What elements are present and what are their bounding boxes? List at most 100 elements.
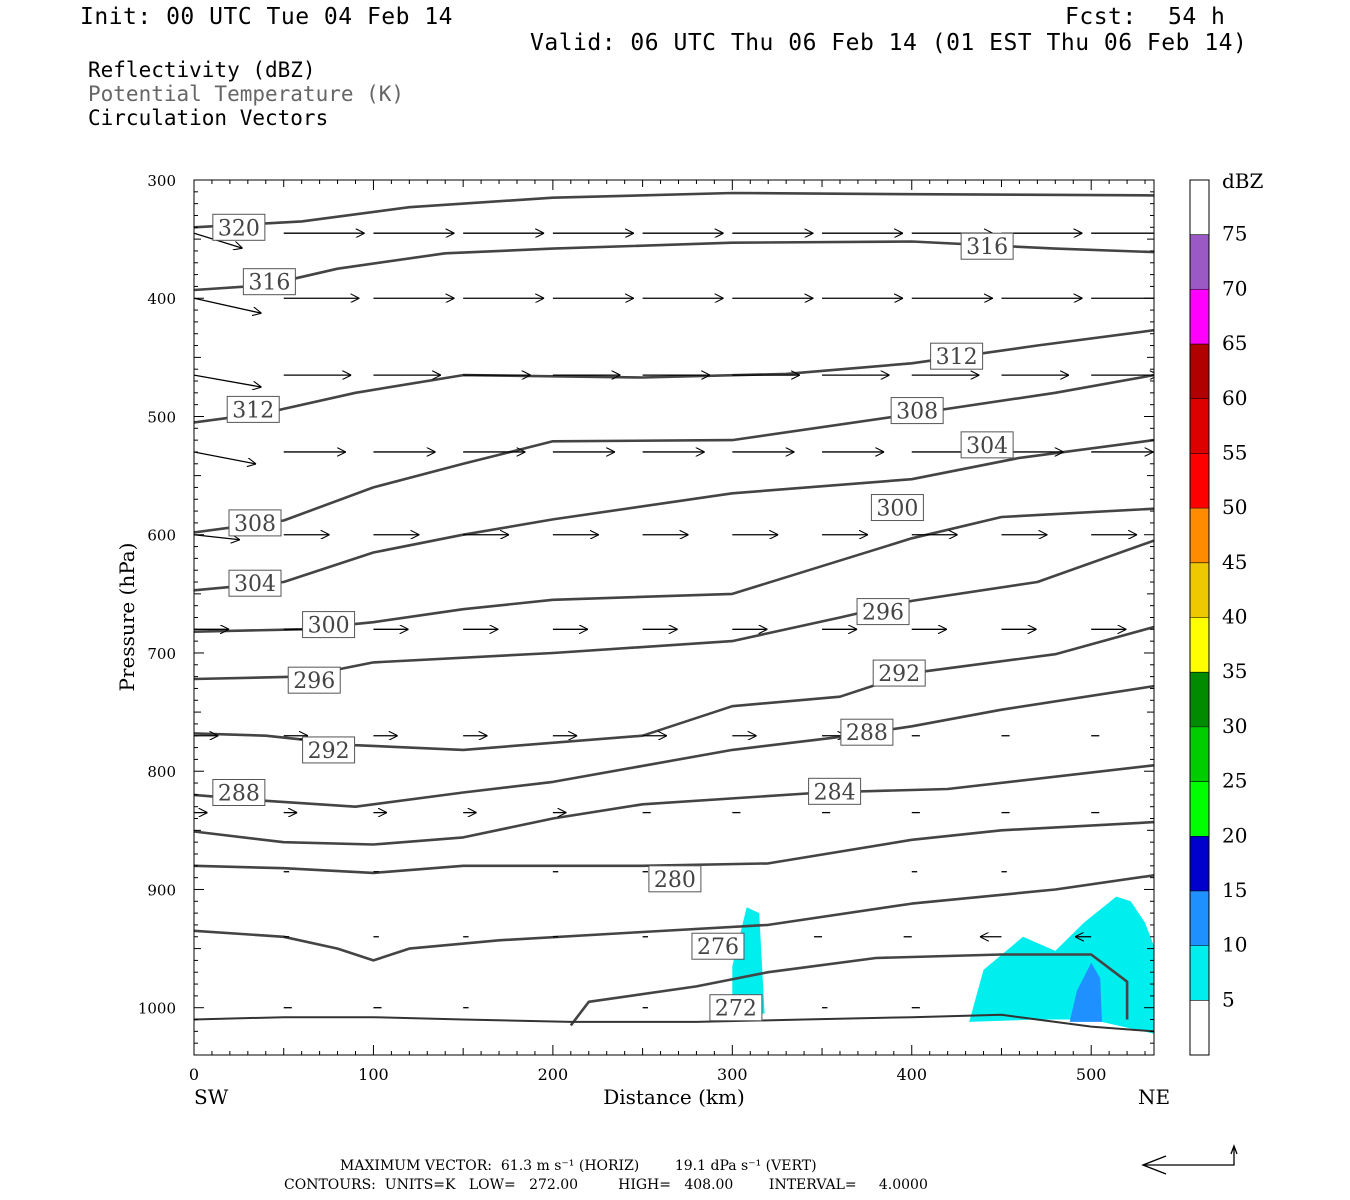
colorbar-label: 70 bbox=[1222, 276, 1247, 300]
contour-label-box bbox=[709, 994, 763, 1022]
contour-label: 316 bbox=[966, 235, 1008, 260]
colorbar-swatch bbox=[1190, 945, 1209, 1001]
contour-label-box bbox=[212, 779, 266, 806]
y-tick-label: 400 bbox=[147, 290, 176, 308]
contour-label-box bbox=[228, 569, 282, 597]
max-vector-note: MAXIMUM VECTOR: 61.3 m s⁻¹ (HORIZ) 19.1 … bbox=[340, 1158, 817, 1174]
colorbar-label: 10 bbox=[1222, 933, 1247, 957]
circulation-vector bbox=[194, 297, 262, 313]
contour-label-box bbox=[691, 932, 745, 960]
theta-contour-312 bbox=[194, 328, 1154, 424]
colorbar-label: 45 bbox=[1222, 550, 1247, 574]
x-tick-label: 200 bbox=[538, 1065, 569, 1084]
y-tick-label: 500 bbox=[147, 408, 176, 426]
circulation-vector bbox=[194, 451, 256, 464]
contour-label: 292 bbox=[878, 662, 920, 687]
contour-label: 276 bbox=[697, 935, 739, 960]
colorbar-label: 75 bbox=[1222, 222, 1247, 246]
forecast-label: Fcst: bbox=[1065, 4, 1137, 30]
colorbar-swatch bbox=[1190, 398, 1209, 454]
forecast-hour: 54 h bbox=[1168, 4, 1226, 30]
colorbar-label: 65 bbox=[1222, 331, 1247, 355]
y-tick-label: 700 bbox=[147, 645, 176, 663]
colorbar-label: 20 bbox=[1222, 823, 1247, 847]
x-tick-label: 300 bbox=[717, 1065, 748, 1084]
colorbar-swatch bbox=[1190, 562, 1209, 618]
contour-label: 280 bbox=[654, 868, 696, 893]
contour-label: 296 bbox=[862, 601, 904, 626]
colorbar-swatch bbox=[1190, 180, 1209, 235]
contour-label-box bbox=[890, 397, 944, 425]
contour-label-box bbox=[302, 736, 356, 764]
plot-area bbox=[194, 191, 1154, 1034]
theta-contour-304 bbox=[194, 438, 1154, 592]
theta-contour-272 bbox=[569, 953, 1129, 1027]
contour-label: 320 bbox=[218, 216, 260, 241]
contour-note: CONTOURS: UNITS=K LOW= 272.00 HIGH= 408.… bbox=[284, 1177, 928, 1193]
colorbar-swatch bbox=[1190, 1000, 1209, 1055]
colorbar-swatch bbox=[1190, 234, 1209, 290]
colorbar-swatch bbox=[1190, 344, 1209, 399]
field-vectors: Circulation Vectors bbox=[88, 106, 329, 130]
theta-contour-276 bbox=[194, 874, 1154, 962]
theta-contour-320 bbox=[194, 191, 1154, 229]
theta-contour-284 bbox=[194, 764, 1154, 846]
colorbar-swatch bbox=[1190, 672, 1209, 727]
contour-label: 284 bbox=[814, 780, 856, 805]
circulation-vector bbox=[194, 534, 240, 540]
contour-label-box bbox=[960, 431, 1014, 459]
reference-vector-head bbox=[1141, 1155, 1167, 1175]
colorbar-label: 5 bbox=[1222, 987, 1235, 1011]
valid-time: Valid: 06 UTC Thu 06 Feb 14 (01 EST Thu … bbox=[530, 30, 1248, 56]
contour-label-box bbox=[302, 611, 356, 639]
contour-label-box bbox=[228, 509, 282, 537]
contour-label: 312 bbox=[232, 398, 274, 423]
contour-label-box bbox=[212, 213, 266, 241]
x-end-label-right: NE bbox=[1138, 1085, 1170, 1109]
contour-label-box bbox=[808, 777, 862, 805]
contour-label: 308 bbox=[234, 512, 276, 537]
colorbar-swatch bbox=[1190, 617, 1209, 673]
field-theta: Potential Temperature (K) bbox=[88, 82, 405, 106]
contour-label: 292 bbox=[308, 739, 350, 764]
colorbar-swatch bbox=[1190, 781, 1209, 837]
contour-label: 300 bbox=[876, 497, 918, 522]
theta-contour-280 bbox=[194, 820, 1154, 875]
colorbar-label: 15 bbox=[1222, 878, 1247, 902]
x-axis-label: Distance (km) bbox=[603, 1085, 745, 1109]
colorbar-swatch bbox=[1190, 890, 1209, 946]
colorbar-swatch bbox=[1190, 453, 1209, 509]
y-axis-label: Pressure (hPa) bbox=[115, 543, 139, 692]
contour-label-box bbox=[870, 494, 924, 522]
field-reflectivity: Reflectivity (dBZ) bbox=[88, 58, 316, 82]
theta-contour-288 bbox=[194, 684, 1154, 809]
contour-label-box bbox=[287, 666, 341, 694]
init-time: Init: 00 UTC Tue 04 Feb 14 bbox=[80, 4, 454, 30]
colorbar-label: 40 bbox=[1222, 605, 1247, 629]
y-tick-label: 800 bbox=[147, 763, 176, 781]
contour-label: 300 bbox=[308, 614, 350, 639]
colorbar-label: 60 bbox=[1222, 386, 1247, 410]
contour-label-box bbox=[856, 598, 910, 626]
contour-label: 316 bbox=[248, 271, 290, 296]
contour-label: 296 bbox=[293, 669, 335, 694]
x-end-label-left: SW bbox=[194, 1085, 229, 1109]
colorbar-unit: dBZ bbox=[1222, 169, 1264, 193]
x-tick-label: 0 bbox=[189, 1065, 199, 1084]
colorbar-label: 30 bbox=[1222, 714, 1247, 738]
y-tick-label: 600 bbox=[147, 527, 176, 545]
contour-label: 288 bbox=[218, 782, 260, 807]
theta-contour-308 bbox=[194, 373, 1154, 534]
contour-label-box bbox=[960, 232, 1014, 260]
contour-label-box bbox=[840, 718, 894, 746]
colorbar-label: 55 bbox=[1222, 440, 1247, 464]
reference-vector bbox=[1143, 1148, 1235, 1166]
y-tick-label: 300 bbox=[147, 172, 176, 190]
contour-label: 312 bbox=[936, 345, 978, 370]
x-tick-label: 500 bbox=[1076, 1065, 1107, 1084]
colorbar-label: 35 bbox=[1222, 659, 1247, 683]
x-tick-label: 400 bbox=[896, 1065, 927, 1084]
contour-label-box bbox=[226, 395, 280, 423]
contour-label: 304 bbox=[234, 572, 276, 597]
